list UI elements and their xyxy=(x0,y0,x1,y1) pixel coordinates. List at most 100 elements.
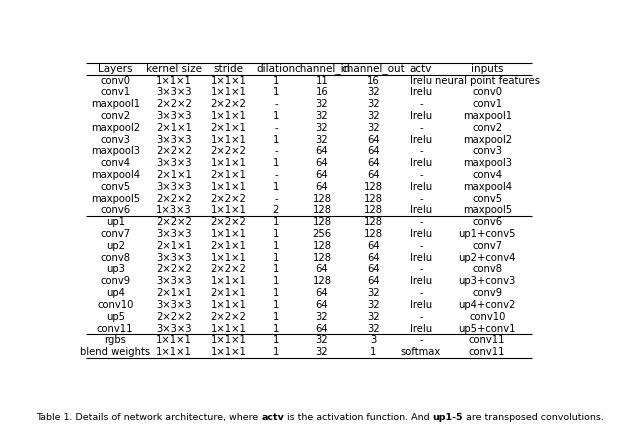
Text: 128: 128 xyxy=(312,206,332,216)
Text: lrelu: lrelu xyxy=(410,182,432,192)
Text: 1×1×1: 1×1×1 xyxy=(211,324,246,334)
Text: 1: 1 xyxy=(273,324,279,334)
Text: conv10: conv10 xyxy=(469,312,506,322)
Text: conv7: conv7 xyxy=(472,241,502,251)
Text: 2×2×2: 2×2×2 xyxy=(156,99,192,109)
Text: 3×3×3: 3×3×3 xyxy=(156,300,191,310)
Text: 64: 64 xyxy=(367,264,380,274)
Text: lrelu: lrelu xyxy=(410,111,432,121)
Text: conv8: conv8 xyxy=(100,253,130,263)
Text: conv1: conv1 xyxy=(100,87,131,97)
Text: conv1: conv1 xyxy=(472,99,502,109)
Text: 64: 64 xyxy=(316,182,328,192)
Text: maxpool4: maxpool4 xyxy=(91,170,140,180)
Text: 32: 32 xyxy=(316,135,328,145)
Text: 16: 16 xyxy=(316,87,328,97)
Text: lrelu: lrelu xyxy=(410,135,432,145)
Text: maxpool2: maxpool2 xyxy=(463,135,512,145)
Text: 64: 64 xyxy=(316,146,328,156)
Text: 2×1×1: 2×1×1 xyxy=(211,170,246,180)
Text: -: - xyxy=(419,123,423,133)
Text: up2: up2 xyxy=(106,241,125,251)
Text: Layers: Layers xyxy=(98,64,132,74)
Text: conv5: conv5 xyxy=(100,182,131,192)
Text: maxpool3: maxpool3 xyxy=(463,158,512,168)
Text: 32: 32 xyxy=(367,300,380,310)
Text: 64: 64 xyxy=(367,158,380,168)
Text: -: - xyxy=(274,146,278,156)
Text: conv6: conv6 xyxy=(100,206,131,216)
Text: 128: 128 xyxy=(364,229,383,239)
Text: 64: 64 xyxy=(316,158,328,168)
Text: 1×1×1: 1×1×1 xyxy=(211,87,246,97)
Text: 64: 64 xyxy=(316,300,328,310)
Text: maxpool2: maxpool2 xyxy=(91,123,140,133)
Text: 2×1×1: 2×1×1 xyxy=(156,241,192,251)
Text: maxpool3: maxpool3 xyxy=(91,146,140,156)
Text: -: - xyxy=(274,123,278,133)
Text: 1×3×3: 1×3×3 xyxy=(156,206,191,216)
Text: conv11: conv11 xyxy=(469,347,506,357)
Text: 64: 64 xyxy=(316,264,328,274)
Text: -: - xyxy=(419,217,423,227)
Text: 1×1×1: 1×1×1 xyxy=(211,135,246,145)
Text: 1: 1 xyxy=(273,300,279,310)
Text: 64: 64 xyxy=(367,253,380,263)
Text: conv3: conv3 xyxy=(472,146,502,156)
Text: conv3: conv3 xyxy=(100,135,130,145)
Text: 16: 16 xyxy=(367,76,380,86)
Text: conv0: conv0 xyxy=(100,76,130,86)
Text: 1×1×1: 1×1×1 xyxy=(156,335,192,345)
Text: 3×3×3: 3×3×3 xyxy=(156,229,191,239)
Text: -: - xyxy=(419,146,423,156)
Text: up3: up3 xyxy=(106,264,125,274)
Text: 1: 1 xyxy=(273,335,279,345)
Text: 1: 1 xyxy=(273,253,279,263)
Text: lrelu: lrelu xyxy=(410,253,432,263)
Text: is the activation function. And: is the activation function. And xyxy=(284,413,433,422)
Text: 2×2×2: 2×2×2 xyxy=(156,146,192,156)
Text: conv9: conv9 xyxy=(472,288,502,298)
Text: 3×3×3: 3×3×3 xyxy=(156,135,191,145)
Text: maxpool5: maxpool5 xyxy=(463,206,512,216)
Text: conv4: conv4 xyxy=(472,170,502,180)
Text: 2×2×2: 2×2×2 xyxy=(211,264,246,274)
Text: 32: 32 xyxy=(367,123,380,133)
Text: 1: 1 xyxy=(273,229,279,239)
Text: conv0: conv0 xyxy=(472,87,502,97)
Text: 2×2×2: 2×2×2 xyxy=(156,194,192,203)
Text: up4: up4 xyxy=(106,288,125,298)
Text: 1: 1 xyxy=(273,288,279,298)
Text: 32: 32 xyxy=(367,288,380,298)
Text: lrelu: lrelu xyxy=(410,158,432,168)
Text: 2×1×1: 2×1×1 xyxy=(156,170,192,180)
Text: 1: 1 xyxy=(273,276,279,286)
Text: 11: 11 xyxy=(316,76,328,86)
Text: up1: up1 xyxy=(106,217,125,227)
Text: 3: 3 xyxy=(370,335,376,345)
Text: maxpool1: maxpool1 xyxy=(91,99,140,109)
Text: Table 1. Details of network architecture, where: Table 1. Details of network architecture… xyxy=(36,413,261,422)
Text: 64: 64 xyxy=(367,146,380,156)
Text: maxpool1: maxpool1 xyxy=(463,111,512,121)
Text: up2+conv4: up2+conv4 xyxy=(458,253,516,263)
Text: 32: 32 xyxy=(316,111,328,121)
Text: kernel size: kernel size xyxy=(146,64,202,74)
Text: 1: 1 xyxy=(273,111,279,121)
Text: blend weights: blend weights xyxy=(80,347,150,357)
Text: 128: 128 xyxy=(312,194,332,203)
Text: 1×1×1: 1×1×1 xyxy=(211,276,246,286)
Text: 1×1×1: 1×1×1 xyxy=(211,206,246,216)
Text: 1×1×1: 1×1×1 xyxy=(211,158,246,168)
Text: -: - xyxy=(274,194,278,203)
Text: 32: 32 xyxy=(367,312,380,322)
Text: 3×3×3: 3×3×3 xyxy=(156,182,191,192)
Text: lrelu: lrelu xyxy=(410,76,432,86)
Text: 1×1×1: 1×1×1 xyxy=(211,253,246,263)
Text: 2×1×1: 2×1×1 xyxy=(211,288,246,298)
Text: maxpool5: maxpool5 xyxy=(91,194,140,203)
Text: 1: 1 xyxy=(370,347,376,357)
Text: up5: up5 xyxy=(106,312,125,322)
Text: 2×2×2: 2×2×2 xyxy=(156,312,192,322)
Text: 128: 128 xyxy=(312,253,332,263)
